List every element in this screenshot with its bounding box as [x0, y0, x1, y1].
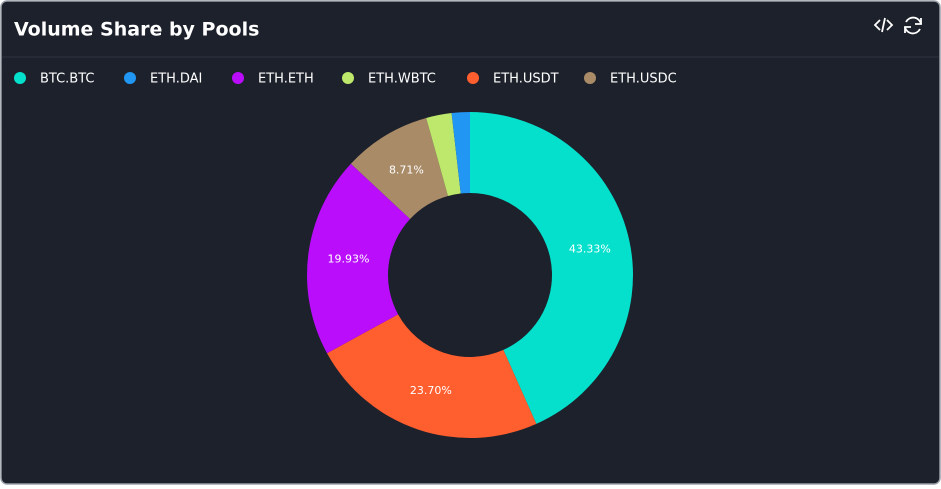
- slice: [426, 113, 461, 197]
- legend-marker[interactable]: [467, 72, 479, 84]
- embed-icon[interactable]: [873, 17, 894, 33]
- slice: [327, 314, 537, 438]
- legend-marker[interactable]: [584, 72, 596, 84]
- slice: [470, 112, 633, 424]
- legend-label[interactable]: BTC.BTC: [40, 72, 94, 87]
- legend-label[interactable]: ETH.USDT: [493, 72, 559, 87]
- slice-label: 8.71%: [389, 163, 424, 176]
- legend-label[interactable]: ETH.USDC: [610, 72, 677, 87]
- legend-marker[interactable]: [14, 72, 26, 84]
- legend-marker[interactable]: [124, 72, 136, 84]
- legend-label[interactable]: ETH.DAI: [150, 72, 202, 87]
- slice: [306, 163, 411, 354]
- slice-label: 19.93%: [327, 253, 369, 266]
- slice: [350, 118, 448, 220]
- slice-label: 43.33%: [569, 243, 611, 256]
- legend-label[interactable]: ETH.ETH: [258, 72, 314, 87]
- slice-label: 23.70%: [410, 384, 452, 397]
- legend-marker[interactable]: [232, 72, 244, 84]
- refresh-icon[interactable]: [904, 16, 922, 35]
- legend-label[interactable]: ETH.WBTC: [368, 72, 436, 87]
- chart-title: Volume Share by Pools: [14, 19, 259, 41]
- legend-marker[interactable]: [342, 72, 354, 84]
- slice: [451, 112, 470, 194]
